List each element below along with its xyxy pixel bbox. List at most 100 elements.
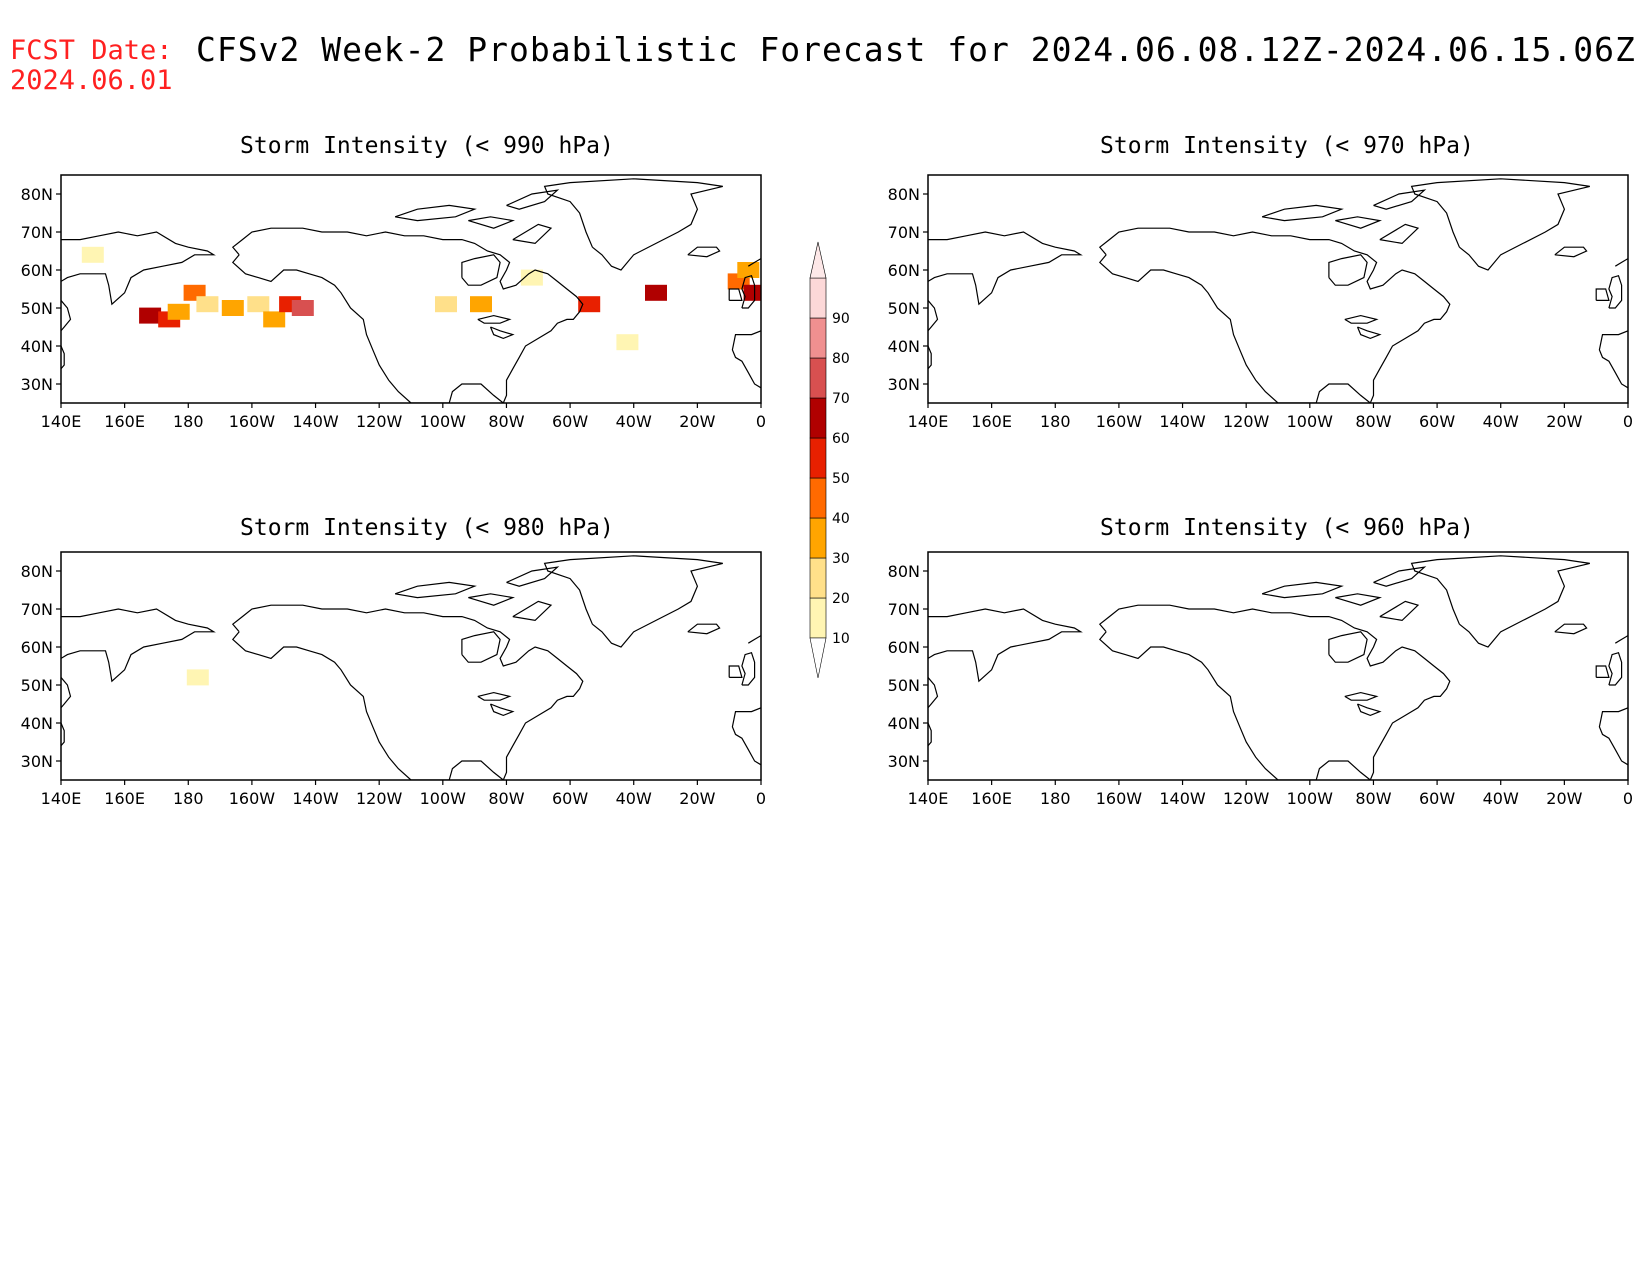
lon-tick-label: 80W (1355, 789, 1391, 808)
lon-tick-label: 140W (1159, 412, 1206, 431)
lon-tick-label: 160E (104, 412, 145, 431)
coastline (1373, 566, 1427, 587)
map-panel-990: 80N 70N 60N 50N 40N 30N 140E 160E 180 160W 140W 120… (21, 174, 766, 431)
colorbar: 10 20 30 40 50 60 70 80 90 (809, 241, 850, 679)
coastlines (61, 555, 761, 780)
coastline (1554, 623, 1588, 635)
coastline (928, 677, 939, 709)
lon-tick-label: 140W (292, 789, 339, 808)
lon-tick-label: 160E (971, 789, 1012, 808)
coastline (1410, 178, 1590, 271)
coastline (61, 231, 216, 306)
lon-tick-label: 140E (908, 789, 949, 808)
lon-tick-label: 100W (420, 789, 467, 808)
colorbar-label: 60 (832, 431, 850, 447)
coastline (61, 345, 65, 370)
colorbar-segment (809, 277, 827, 319)
lon-tick-label: 0 (756, 412, 766, 431)
lon-tick-label: 20W (679, 789, 715, 808)
colorbar-label: 40 (832, 511, 850, 527)
coastline (543, 178, 723, 271)
coastline (1598, 330, 1628, 389)
lon-tick-label: 80W (1355, 412, 1391, 431)
lon-tick-label: 140E (41, 412, 82, 431)
lat-tick-label: 50N (888, 299, 920, 318)
probability-cell (616, 334, 639, 351)
colorbar-segment (809, 397, 827, 439)
coastline (1379, 600, 1420, 622)
panel-title-970: Storm Intensity (< 970 hPa) (1100, 133, 1474, 159)
coastline (1261, 204, 1344, 222)
colorbar-segment (809, 317, 827, 359)
colorbar-segment (809, 477, 827, 519)
lon-tick-label: 80W (488, 412, 524, 431)
coastline (506, 189, 560, 210)
probability-cell (737, 262, 760, 278)
map-panel-980: 80N 70N 60N 50N 40N 30N 140E 160E 180 160W 140W 120… (21, 551, 766, 808)
lon-tick-label: 20W (1546, 412, 1582, 431)
map-panel-960: 80N 70N 60N 50N 40N 30N 140E 160E 180 160W 140W 120… (888, 551, 1633, 808)
probability-cell (578, 296, 601, 313)
lon-tick-label: 20W (1546, 789, 1582, 808)
coastline (231, 227, 584, 403)
coastline (506, 566, 560, 587)
page-title: CFSv2 Week-2 Probabilistic Forecast for … (196, 30, 1636, 69)
probability-cell (196, 296, 219, 313)
coastline (1328, 254, 1368, 286)
probability-cell (186, 669, 209, 686)
coastline (468, 216, 516, 229)
probability-cell (743, 284, 761, 301)
coastline (1098, 604, 1451, 780)
coastline (687, 623, 721, 635)
lon-tick-label: 80W (488, 789, 524, 808)
coastline (61, 677, 72, 709)
lat-tick-label: 40N (888, 337, 920, 356)
probability-shading (186, 669, 209, 686)
lat-tick-label: 50N (888, 676, 920, 695)
lon-tick-label: 140W (1159, 789, 1206, 808)
coastline (1614, 635, 1628, 644)
lon-tick-label: 60W (552, 789, 588, 808)
probability-cell (81, 246, 104, 263)
coastline (747, 635, 761, 644)
lon-tick-label: 40W (1483, 789, 1519, 808)
coastline (231, 604, 584, 780)
map-frame (60, 174, 762, 404)
coastline (1608, 651, 1623, 686)
colorbar-segment (809, 557, 827, 599)
coastline (741, 274, 756, 309)
coastlines (61, 178, 761, 403)
lat-tick-label: 60N (21, 638, 53, 657)
forecast-date-label: FCST Date: (10, 35, 173, 66)
lon-tick-label: 120W (1223, 412, 1270, 431)
coastline (728, 288, 743, 301)
lat-tick-label: 40N (21, 714, 53, 733)
probability-cell (645, 284, 667, 301)
coastline (928, 231, 1083, 306)
lon-tick-label: 100W (1287, 789, 1334, 808)
coastline (1335, 593, 1383, 606)
coastline (928, 300, 939, 332)
lat-tick-label: 40N (21, 337, 53, 356)
lat-tick-label: 80N (21, 185, 53, 204)
lat-tick-label: 80N (888, 185, 920, 204)
coastline (1554, 246, 1588, 258)
colorbar-segment (809, 597, 827, 639)
lat-tick-label: 50N (21, 299, 53, 318)
lon-tick-label: 40W (1483, 412, 1519, 431)
coastlines (928, 178, 1628, 403)
probability-cell (520, 269, 543, 286)
coastline (1356, 703, 1382, 717)
colorbar-bottom-arrow (809, 637, 827, 679)
coastline (1328, 631, 1368, 663)
probability-cell (435, 296, 457, 313)
lon-tick-label: 140E (908, 412, 949, 431)
colorbar-segment (809, 517, 827, 559)
lat-tick-label: 30N (888, 752, 920, 771)
colorbar-label: 10 (832, 631, 850, 647)
coastline (394, 204, 477, 222)
coastline (477, 314, 512, 324)
lon-tick-label: 0 (1623, 412, 1633, 431)
coastline (61, 300, 72, 332)
